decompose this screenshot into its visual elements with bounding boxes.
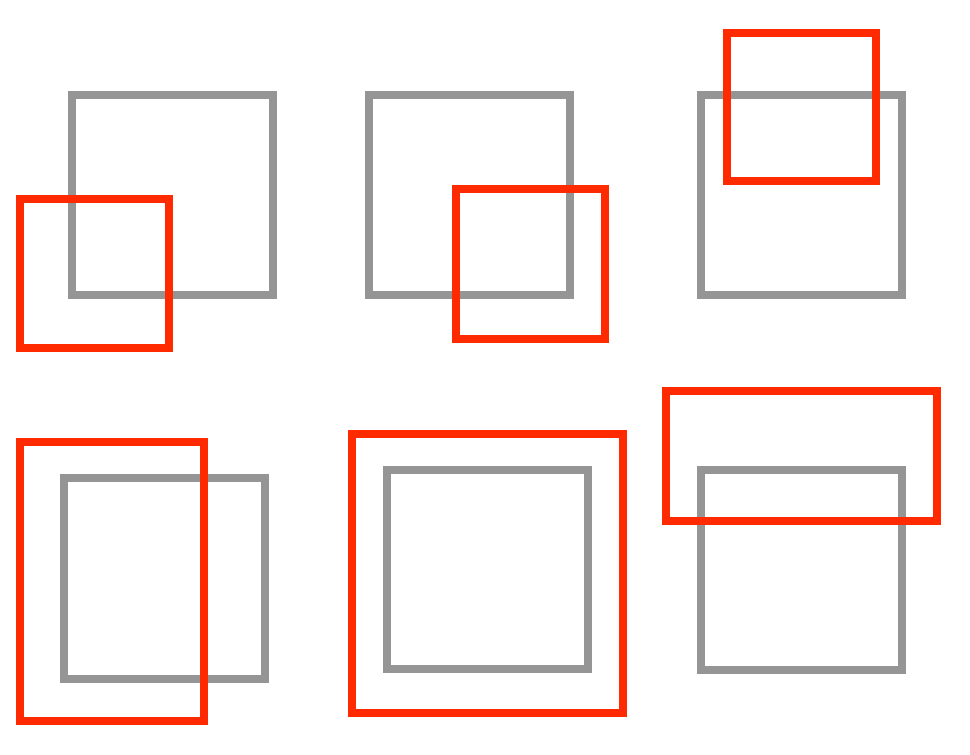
panel-bottom-right — [662, 387, 941, 674]
panel-bottom-center — [348, 430, 627, 717]
highlight-box — [452, 185, 609, 343]
highlight-box — [662, 387, 941, 525]
panel-top-left — [16, 91, 277, 352]
reference-box — [697, 466, 906, 674]
panel-top-center — [365, 91, 609, 343]
reference-box — [383, 466, 592, 673]
panel-top-right — [697, 29, 906, 299]
highlight-box — [16, 438, 208, 725]
reference-box — [697, 91, 906, 299]
reference-box — [365, 91, 574, 299]
highlight-box — [16, 195, 173, 352]
highlight-box — [348, 430, 627, 717]
panel-bottom-left — [16, 438, 269, 725]
reference-box — [60, 474, 269, 683]
highlight-box — [723, 29, 880, 185]
